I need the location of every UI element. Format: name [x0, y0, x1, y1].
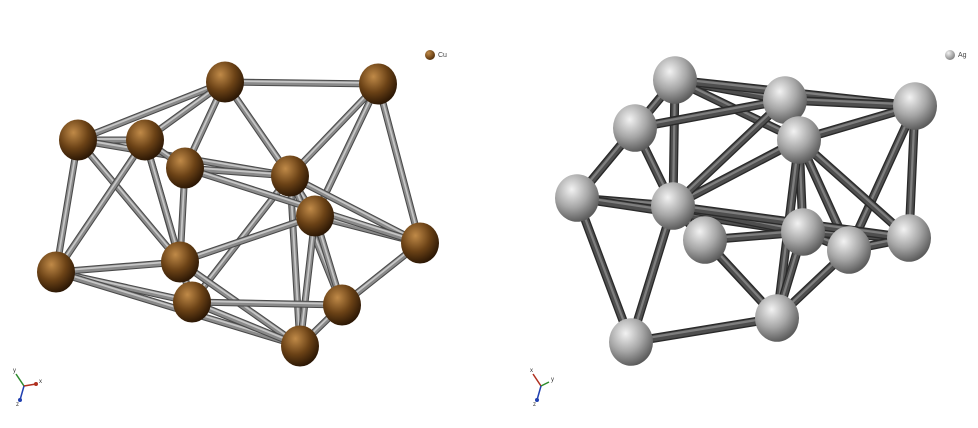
- cu-atom: [323, 284, 361, 326]
- ag-axis-y-label: y: [551, 377, 554, 383]
- cu-axis-z: [19, 385, 25, 401]
- cu-bond: [286, 80, 382, 180]
- ag-atom: [651, 182, 695, 230]
- cu-axis-x: [23, 383, 37, 387]
- cu-bond: [74, 136, 184, 266]
- cu-atom: [296, 195, 334, 237]
- cu-axis-y: [15, 373, 25, 387]
- ag-atom: [755, 294, 799, 342]
- cu-atom: [173, 281, 211, 323]
- ag-cluster-render: [555, 56, 937, 366]
- cu-atom: [166, 147, 204, 189]
- cu-bond: [188, 298, 346, 309]
- ag-bond: [668, 95, 790, 211]
- ag-axis-z-label: z: [533, 402, 536, 408]
- ag-atom: [777, 116, 821, 164]
- cu-bond: [52, 136, 149, 276]
- ag-bond: [572, 193, 636, 347]
- cu-atom: [401, 222, 439, 264]
- cu-bond: [374, 80, 424, 247]
- ag-axis-triad: x y z: [530, 368, 554, 408]
- ag-bond: [844, 101, 920, 255]
- cu-bond: [52, 258, 184, 276]
- ag-bond: [626, 313, 782, 347]
- ag-legend-swatch: [945, 50, 955, 60]
- cu-legend-label: Cu: [438, 51, 447, 59]
- ag-atom: [653, 56, 697, 104]
- cu-legend: Cu: [425, 50, 447, 60]
- cu-atom: [37, 251, 75, 293]
- ag-axis-x: [532, 373, 542, 387]
- cu-atom: [206, 61, 244, 103]
- cu-cluster-render: [37, 61, 439, 367]
- cu-legend-swatch: [425, 50, 435, 60]
- ag-atom: [555, 174, 599, 222]
- cu-axis-triad: y x z: [13, 368, 42, 408]
- cu-bond: [52, 136, 82, 276]
- ag-cluster-panel: Ag x y z: [489, 0, 978, 428]
- ag-atom: [781, 208, 825, 256]
- cu-bond: [296, 212, 319, 350]
- ag-axis-z: [536, 385, 542, 401]
- ag-atom: [683, 216, 727, 264]
- ag-atom: [887, 214, 931, 262]
- ag-bond: [794, 135, 914, 243]
- ag-atom: [613, 104, 657, 152]
- ag-bond: [630, 95, 790, 133]
- cu-bond: [74, 78, 229, 144]
- cu-bond: [286, 172, 424, 247]
- ag-atom: [827, 226, 871, 274]
- ag-atom: [893, 82, 937, 130]
- ag-atom: [609, 318, 653, 366]
- cu-atom: [126, 119, 164, 161]
- cu-bond: [176, 212, 319, 266]
- ag-atom: [763, 76, 807, 124]
- cu-atom: [281, 325, 319, 367]
- ag-axis-y: [540, 381, 550, 387]
- ag-legend-label: Ag: [958, 51, 967, 59]
- cu-axis-x-label: x: [39, 379, 42, 385]
- cu-bond: [221, 78, 382, 88]
- cu-axis-z-label: z: [16, 402, 19, 408]
- cu-axis-y-label: y: [13, 368, 16, 374]
- cu-cluster-panel: Cu y x z: [13, 50, 447, 408]
- ag-axis-x-label: x: [530, 368, 533, 374]
- cu-atom: [359, 63, 397, 105]
- cu-atom: [271, 155, 309, 197]
- ag-legend: Ag: [945, 50, 967, 60]
- cu-atom: [161, 241, 199, 283]
- cu-atom: [59, 119, 97, 161]
- ag-bond: [668, 135, 804, 211]
